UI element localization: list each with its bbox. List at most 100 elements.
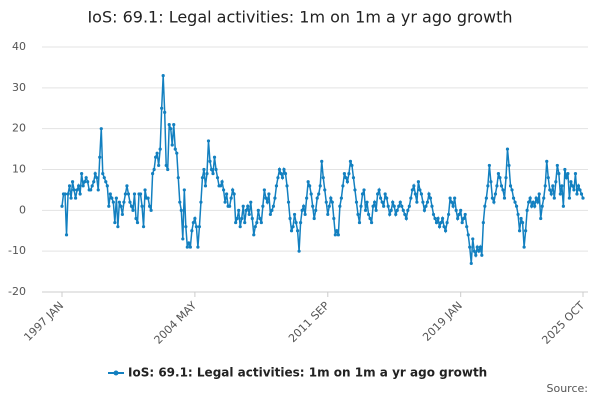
data-point: [560, 184, 564, 188]
data-point: [510, 188, 514, 192]
data-point: [413, 192, 417, 196]
data-point: [522, 245, 526, 249]
y-tick-label: 20: [12, 122, 26, 135]
data-point: [262, 188, 266, 192]
y-tick-label: -10: [8, 244, 26, 257]
data-point: [394, 212, 398, 217]
data-point: [549, 192, 553, 196]
data-point: [572, 188, 576, 192]
data-point: [439, 220, 443, 225]
x-tick-label: 2011 SEP: [286, 299, 332, 345]
data-point: [398, 200, 402, 204]
data-point: [539, 216, 543, 221]
data-point: [520, 220, 525, 225]
data-point: [514, 204, 519, 208]
data-point: [212, 155, 217, 159]
data-point: [427, 192, 431, 196]
data-point: [459, 208, 463, 212]
data-point: [128, 200, 132, 204]
data-point: [138, 192, 143, 196]
data-point: [383, 192, 387, 196]
data-point: [578, 188, 582, 192]
data-point: [131, 208, 135, 212]
data-point: [92, 180, 96, 184]
y-tick-label: 30: [12, 81, 26, 94]
data-point: [157, 163, 161, 168]
data-point: [261, 204, 265, 208]
data-point: [188, 245, 192, 249]
data-point: [329, 196, 333, 200]
data-point: [154, 155, 158, 159]
data-point: [534, 196, 538, 200]
data-point: [199, 200, 203, 204]
data-point: [111, 200, 115, 204]
data-point: [119, 204, 123, 208]
data-point: [302, 204, 306, 208]
data-point: [264, 196, 268, 200]
data-point: [389, 208, 393, 212]
data-point: [206, 139, 211, 143]
data-point: [77, 184, 81, 188]
data-point: [537, 192, 541, 196]
data-point: [484, 196, 488, 200]
data-point: [403, 212, 407, 217]
data-point: [203, 184, 208, 188]
data-point: [453, 196, 457, 200]
data-point: [463, 212, 467, 217]
data-point: [306, 180, 310, 184]
data-point: [487, 163, 491, 168]
data-point: [73, 196, 78, 200]
data-point: [280, 176, 285, 180]
data-point: [246, 204, 250, 208]
data-point: [75, 188, 79, 192]
data-point: [431, 212, 436, 217]
data-point: [134, 216, 138, 221]
data-point: [218, 184, 223, 188]
data-point: [536, 200, 540, 204]
legend-label: IoS: 69.1: Legal activities: 1m on 1m a …: [128, 366, 487, 380]
x-tick-label: 2025 OCT: [539, 299, 587, 347]
x-tick-label: 2004 MAY: [151, 299, 199, 347]
data-point: [72, 188, 76, 192]
data-point: [300, 208, 304, 212]
data-point: [575, 192, 579, 196]
data-point: [499, 184, 504, 188]
data-point: [126, 192, 131, 196]
data-point: [502, 196, 507, 200]
data-point: [425, 200, 430, 204]
data-point: [360, 192, 365, 196]
data-point: [314, 208, 318, 212]
data-point: [244, 208, 248, 212]
data-point: [457, 212, 461, 217]
data-point: [161, 73, 165, 78]
data-point: [113, 220, 117, 225]
data-point: [256, 208, 260, 212]
data-point: [528, 196, 532, 200]
data-point: [191, 220, 195, 225]
data-point: [573, 171, 578, 176]
data-point: [299, 220, 303, 225]
data-point: [422, 208, 427, 212]
data-point: [152, 167, 156, 172]
data-point: [160, 106, 164, 110]
data-point: [428, 196, 433, 200]
data-point: [140, 204, 144, 208]
data-point: [123, 192, 128, 196]
data-point: [197, 225, 202, 229]
data-point: [558, 192, 562, 196]
data-point: [267, 192, 271, 196]
data-point: [167, 122, 171, 127]
y-tick-label: 10: [12, 163, 26, 176]
data-point: [566, 171, 570, 176]
data-point: [320, 159, 324, 163]
data-point: [179, 208, 183, 212]
data-point: [95, 176, 99, 180]
data-point: [356, 212, 360, 217]
data-point: [551, 184, 555, 188]
data-point: [253, 225, 257, 229]
data-point: [542, 196, 546, 200]
data-point: [196, 245, 200, 249]
data-point: [184, 225, 188, 229]
data-point: [223, 200, 227, 204]
data-point: [271, 204, 276, 208]
